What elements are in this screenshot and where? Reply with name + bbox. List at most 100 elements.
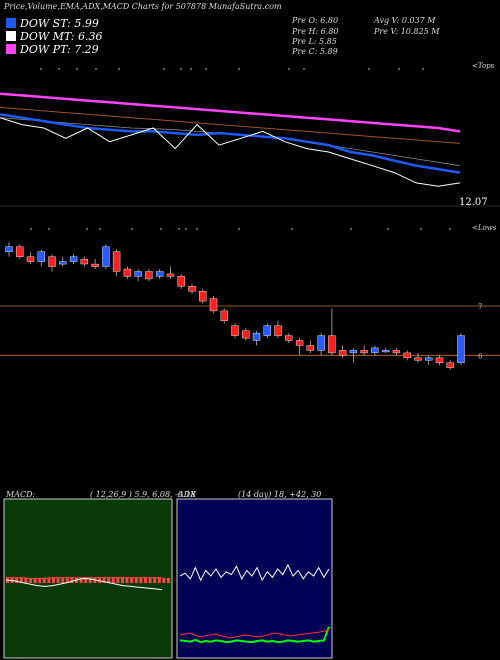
lows-marker: ᵉ bbox=[196, 227, 199, 234]
candle-body bbox=[306, 345, 314, 351]
lows-marker: ᵉ bbox=[99, 227, 102, 234]
macd-histogram-bar bbox=[162, 578, 166, 583]
legend-st: DOW ST: 5.99 bbox=[6, 17, 99, 30]
macd-histogram-bar bbox=[139, 578, 143, 583]
candle-body bbox=[177, 276, 185, 287]
di-minus-line bbox=[179, 629, 330, 639]
tops-marker: ᵉ bbox=[398, 67, 401, 74]
lows-marker: ᵉ bbox=[387, 227, 390, 234]
candle-body bbox=[37, 251, 45, 262]
tops-marker: ᵉ bbox=[95, 67, 98, 74]
candle-body bbox=[209, 298, 218, 312]
tops-marker: ᵉ bbox=[58, 67, 61, 74]
candle-body bbox=[285, 335, 293, 341]
last-price-label: 12.07 bbox=[459, 197, 488, 208]
legend-pt-swatch bbox=[6, 44, 16, 54]
adx-params: (14 day) 18, +42, 30 bbox=[238, 490, 322, 499]
macd-histogram-bar bbox=[65, 578, 69, 583]
macd-histogram-bar bbox=[153, 578, 157, 583]
candle-body bbox=[274, 325, 282, 336]
macd-histogram-bar bbox=[148, 578, 152, 583]
lows-marker: ᵉ bbox=[178, 227, 181, 234]
macd-histogram-bar bbox=[75, 578, 78, 583]
macd-title: MACD: bbox=[6, 490, 36, 499]
candle-body bbox=[134, 271, 142, 277]
lows-marker: ᵉ bbox=[160, 227, 163, 234]
candle-body bbox=[360, 350, 368, 354]
y-tick-label: 7 bbox=[478, 303, 482, 311]
macd-histogram-bar bbox=[15, 578, 19, 583]
macd-histogram-bar bbox=[102, 578, 106, 583]
tops-marker: ᵉ bbox=[205, 67, 208, 74]
lows-marker: ᵉ bbox=[48, 227, 51, 234]
candle-body bbox=[446, 362, 454, 368]
tops-marker: ᵉ bbox=[40, 67, 43, 74]
candle-body bbox=[263, 325, 271, 336]
tops-marker: ᵉ bbox=[118, 67, 121, 74]
macd-histogram-bar bbox=[33, 578, 37, 583]
pre-volume: Pre V: 10.825 M bbox=[374, 27, 440, 36]
candle-body bbox=[295, 340, 304, 346]
candle-body bbox=[102, 246, 110, 267]
macd-histogram-bar bbox=[70, 578, 74, 583]
candle-body bbox=[231, 325, 239, 336]
tops-marker: ᵉ bbox=[288, 67, 291, 74]
candle-body bbox=[16, 246, 24, 257]
macd-histogram-bar bbox=[167, 578, 170, 583]
tops-marker: ᵉ bbox=[422, 67, 425, 74]
macd-panel bbox=[3, 498, 173, 659]
tops-tag: <Tops bbox=[472, 62, 495, 70]
candle-body bbox=[123, 268, 132, 277]
pre-open: Pre O: 6.80 bbox=[292, 16, 339, 25]
macd-histogram-bar bbox=[116, 578, 120, 583]
macd-histogram-bar bbox=[84, 578, 88, 583]
pre-high: Pre H: 6.80 bbox=[292, 27, 339, 36]
macd-histogram-bar bbox=[38, 578, 42, 583]
candle-body bbox=[112, 251, 121, 272]
lows-marker: ᵉ bbox=[350, 227, 353, 234]
pre-close: Pre C: 5.89 bbox=[292, 47, 338, 56]
macd-histogram-bar bbox=[52, 578, 55, 583]
macd-histogram-bar bbox=[79, 578, 83, 583]
candle-body bbox=[188, 286, 196, 292]
candle-body bbox=[48, 256, 56, 267]
macd-histogram-bar bbox=[144, 578, 147, 583]
macd-histogram-bar bbox=[61, 578, 65, 583]
adx-title: ADX bbox=[178, 490, 196, 499]
macd-histogram-bar bbox=[125, 578, 129, 583]
page-title: Price,Volume,EMA,ADX,MACD Charts for 507… bbox=[4, 2, 282, 11]
macd-histogram-bar bbox=[42, 578, 46, 583]
candle-body bbox=[26, 256, 35, 262]
candle-body bbox=[91, 263, 99, 267]
adx-line bbox=[179, 563, 330, 582]
lows-marker: ᵉ bbox=[131, 227, 134, 234]
candle-body bbox=[371, 347, 379, 353]
macd-histogram-bar bbox=[47, 578, 51, 583]
tops-marker: ᵉ bbox=[303, 67, 306, 74]
lows-marker: ᵉ bbox=[30, 227, 33, 234]
candle-body bbox=[145, 271, 153, 280]
ema-st-line bbox=[0, 113, 461, 174]
candle-body bbox=[435, 357, 444, 363]
candle-body bbox=[252, 332, 261, 341]
candle-body bbox=[166, 273, 175, 277]
macd-histogram-bar bbox=[88, 578, 92, 583]
ema-mt-line bbox=[0, 117, 461, 187]
legend-mt-label: DOW MT: 6.36 bbox=[20, 30, 103, 43]
pre-low: Pre L: 5.85 bbox=[292, 37, 337, 46]
macd-params: ( 12,26,9 ) 5.9, 6.08, -0.18 bbox=[90, 490, 196, 499]
macd-histogram-bar bbox=[134, 578, 138, 583]
candle-body bbox=[5, 246, 13, 252]
lows-marker: ᵉ bbox=[449, 227, 452, 234]
di-plus-line bbox=[179, 626, 330, 644]
lows-marker: ᵉ bbox=[420, 227, 423, 234]
macd-histogram-bar bbox=[107, 578, 111, 583]
candle-body bbox=[198, 291, 207, 302]
adx-frame bbox=[176, 498, 333, 659]
candle-panel: 76ᵉ ᵉ ᵉ ᵉ ᵉ ᵉ ᵉ ᵉ ᵉ ᵉ ᵉ ᵉ ᵉ ᵉ ᵉ bbox=[0, 227, 500, 371]
lows-tag: <Lows bbox=[472, 224, 497, 232]
candle-body bbox=[425, 357, 433, 361]
macd-histogram-bar bbox=[24, 578, 28, 583]
candle-body bbox=[382, 350, 390, 353]
